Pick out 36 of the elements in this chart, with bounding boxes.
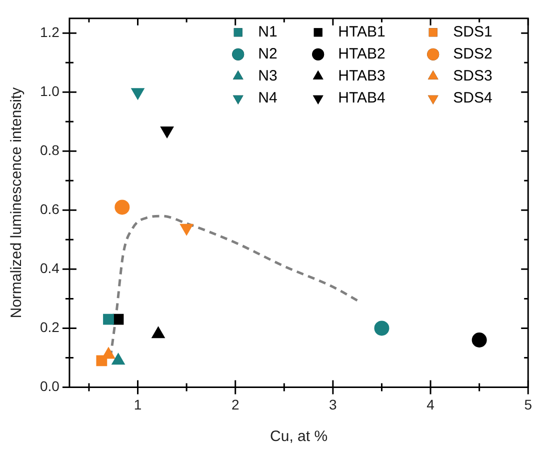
legend-label: SDS3 (453, 68, 492, 85)
x-tick-label: 2 (231, 396, 240, 412)
point (96, 355, 108, 366)
y-tick-label: 0.0 (40, 378, 60, 394)
point (180, 224, 194, 236)
y-tick-label: 0.2 (40, 319, 60, 336)
point (112, 353, 125, 365)
y-tick-label: 1.0 (40, 83, 60, 100)
legend-label: HTAB4 (338, 90, 386, 107)
legend-label: N2 (258, 46, 278, 63)
point (472, 332, 487, 348)
point (152, 326, 165, 338)
point (160, 126, 174, 138)
legend-label: HTAB2 (338, 46, 386, 63)
y-tick-label: 1.2 (40, 24, 60, 40)
y-tick-label: 0.4 (40, 260, 60, 276)
y-axis-title: Normalized luminescence intensity (8, 86, 26, 318)
point (374, 320, 390, 336)
point (114, 200, 130, 215)
legend-label: SDS2 (453, 46, 492, 63)
y-tick-label: 0.8 (40, 142, 60, 158)
legend-label: SDS4 (453, 90, 492, 107)
point (103, 314, 114, 325)
x-tick-label: 4 (426, 396, 435, 412)
point (131, 88, 144, 100)
legend-label: N1 (258, 24, 278, 41)
legend-label: N3 (258, 68, 278, 85)
x-tick-label: 1 (134, 396, 142, 412)
legend-label: HTAB3 (338, 68, 386, 85)
x-axis-title: Cu, at % (270, 428, 328, 446)
x-tick-label: 5 (524, 396, 532, 412)
legend-label: N4 (258, 90, 278, 107)
legend-label: HTAB1 (338, 24, 386, 41)
y-tick-label: 0.6 (40, 201, 60, 218)
legend-label: SDS1 (453, 24, 492, 41)
x-tick-label: 3 (329, 396, 338, 412)
